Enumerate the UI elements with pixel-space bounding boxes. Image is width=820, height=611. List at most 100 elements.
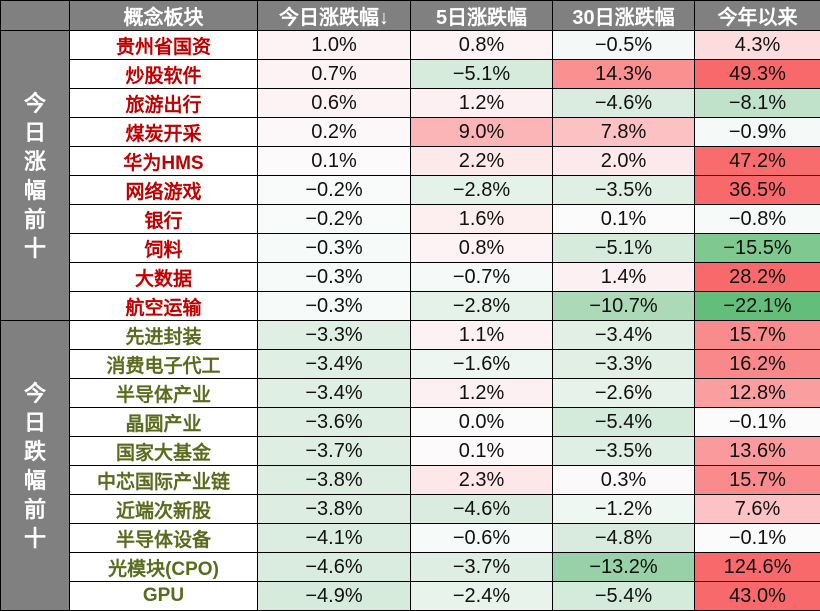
ytd-change-cell: 7.6% bbox=[695, 495, 820, 524]
table-row: 光模块(CPO) −4.6% −3.7% −13.2% 124.6% bbox=[1, 553, 820, 582]
ytd-change-cell: −0.9% bbox=[695, 118, 820, 147]
sector-name[interactable]: 半导体产业 bbox=[70, 379, 258, 408]
today-change-cell: −3.8% bbox=[258, 466, 411, 495]
today-change-cell: −3.3% bbox=[258, 321, 411, 350]
table-row: 大数据 −0.3% −0.7% 1.4% 28.2% bbox=[1, 263, 820, 292]
table-row: 国家大基金 −3.7% 0.1% −3.5% 13.6% bbox=[1, 437, 820, 466]
30d-change-cell: 1.4% bbox=[553, 263, 695, 292]
header-row: 概念板块 今日涨跌幅↓ 5日涨跌幅 30日涨跌幅 今年以来 bbox=[1, 1, 820, 31]
5d-change-cell: −4.6% bbox=[411, 495, 553, 524]
ytd-change-cell: −0.8% bbox=[695, 205, 820, 234]
sector-name[interactable]: 消费电子代工 bbox=[70, 350, 258, 379]
5d-change-cell: 0.1% bbox=[411, 437, 553, 466]
group-label-char: 十 bbox=[1, 524, 69, 553]
5d-change-cell: 1.6% bbox=[411, 205, 553, 234]
30d-change-cell: −3.5% bbox=[553, 176, 695, 205]
today-change-cell: 0.2% bbox=[258, 118, 411, 147]
30d-change-cell: −5.1% bbox=[553, 234, 695, 263]
table-row: 航空运输 −0.3% −2.8% −10.7% −22.1% bbox=[1, 292, 820, 321]
table-row: 网络游戏 −0.2% −2.8% −3.5% 36.5% bbox=[1, 176, 820, 205]
sector-name[interactable]: 先进封装 bbox=[70, 321, 258, 350]
ytd-change-cell: 36.5% bbox=[695, 176, 820, 205]
group-label-char: 日 bbox=[1, 118, 69, 147]
5d-change-cell: 0.8% bbox=[411, 31, 553, 60]
group-label-char: 幅 bbox=[1, 466, 69, 495]
sector-name[interactable]: 华为HMS bbox=[70, 147, 258, 176]
corner-cell bbox=[1, 1, 70, 31]
sector-name[interactable]: 晶圆产业 bbox=[70, 408, 258, 437]
group-label-char: 前 bbox=[1, 205, 69, 234]
ytd-change-cell: −15.5% bbox=[695, 234, 820, 263]
sector-name[interactable]: 近端次新股 bbox=[70, 495, 258, 524]
sector-name[interactable]: 大数据 bbox=[70, 263, 258, 292]
group-label-char: 涨 bbox=[1, 147, 69, 176]
table-row: 今日涨幅前十贵州省国资 1.0% 0.8% −0.5% 4.3% bbox=[1, 31, 820, 60]
table-row: GPU −4.9% −2.4% −5.4% 43.0% bbox=[1, 582, 820, 611]
30d-change-cell: −0.5% bbox=[553, 31, 695, 60]
col-header-ytd[interactable]: 今年以来 bbox=[695, 1, 820, 31]
today-change-cell: 0.1% bbox=[258, 147, 411, 176]
sector-name[interactable]: 光模块(CPO) bbox=[70, 553, 258, 582]
table-row: 今日跌幅前十先进封装 −3.3% 1.1% −3.4% 15.7% bbox=[1, 321, 820, 350]
group-label-char: 十 bbox=[1, 234, 69, 263]
group-label-char: 日 bbox=[1, 408, 69, 437]
5d-change-cell: 0.0% bbox=[411, 408, 553, 437]
5d-change-cell: 1.1% bbox=[411, 321, 553, 350]
table-row: 华为HMS 0.1% 2.2% 2.0% 47.2% bbox=[1, 147, 820, 176]
table-row: 中芯国际产业链 −3.8% 2.3% 0.3% 15.7% bbox=[1, 466, 820, 495]
sector-name[interactable]: 饲料 bbox=[70, 234, 258, 263]
sector-name[interactable]: 炒股软件 bbox=[70, 60, 258, 89]
30d-change-cell: −10.7% bbox=[553, 292, 695, 321]
ytd-change-cell: 43.0% bbox=[695, 582, 820, 611]
table-row: 煤炭开采 0.2% 9.0% 7.8% −0.9% bbox=[1, 118, 820, 147]
30d-change-cell: −1.2% bbox=[553, 495, 695, 524]
5d-change-cell: 2.2% bbox=[411, 147, 553, 176]
col-header-sector[interactable]: 概念板块 bbox=[70, 1, 258, 31]
today-change-cell: −0.2% bbox=[258, 176, 411, 205]
ytd-change-cell: 49.3% bbox=[695, 60, 820, 89]
col-header-30d-change[interactable]: 30日涨跌幅 bbox=[553, 1, 695, 31]
5d-change-cell: −5.1% bbox=[411, 60, 553, 89]
today-change-cell: 0.6% bbox=[258, 89, 411, 118]
5d-change-cell: 9.0% bbox=[411, 118, 553, 147]
sector-name[interactable]: 中芯国际产业链 bbox=[70, 466, 258, 495]
today-change-cell: −0.3% bbox=[258, 234, 411, 263]
sector-name[interactable]: 煤炭开采 bbox=[70, 118, 258, 147]
sector-name[interactable]: 银行 bbox=[70, 205, 258, 234]
sector-name[interactable]: 贵州省国资 bbox=[70, 31, 258, 60]
ytd-change-cell: 124.6% bbox=[695, 553, 820, 582]
sector-name[interactable]: 旅游出行 bbox=[70, 89, 258, 118]
sector-name[interactable]: 半导体设备 bbox=[70, 524, 258, 553]
col-header-5d-change[interactable]: 5日涨跌幅 bbox=[411, 1, 553, 31]
sector-name[interactable]: GPU bbox=[70, 582, 258, 611]
table-row: 半导体产业 −3.4% 1.2% −2.6% 12.8% bbox=[1, 379, 820, 408]
30d-change-cell: −4.8% bbox=[553, 524, 695, 553]
table-row: 银行 −0.2% 1.6% 0.1% −0.8% bbox=[1, 205, 820, 234]
30d-change-cell: 2.0% bbox=[553, 147, 695, 176]
30d-change-cell: −4.6% bbox=[553, 89, 695, 118]
today-change-cell: −3.8% bbox=[258, 495, 411, 524]
5d-change-cell: −3.7% bbox=[411, 553, 553, 582]
group-label-char: 今 bbox=[1, 379, 69, 408]
ytd-change-cell: −8.1% bbox=[695, 89, 820, 118]
30d-change-cell: −3.3% bbox=[553, 350, 695, 379]
sector-name[interactable]: 航空运输 bbox=[70, 292, 258, 321]
col-header-today-change[interactable]: 今日涨跌幅↓ bbox=[258, 1, 411, 31]
sector-name[interactable]: 网络游戏 bbox=[70, 176, 258, 205]
today-change-cell: 0.7% bbox=[258, 60, 411, 89]
today-change-cell: −3.6% bbox=[258, 408, 411, 437]
sector-name[interactable]: 国家大基金 bbox=[70, 437, 258, 466]
ytd-change-cell: 16.2% bbox=[695, 350, 820, 379]
today-change-cell: −3.4% bbox=[258, 379, 411, 408]
today-change-cell: −4.1% bbox=[258, 524, 411, 553]
5d-change-cell: −2.8% bbox=[411, 292, 553, 321]
today-change-cell: −4.6% bbox=[258, 553, 411, 582]
ytd-change-cell: 28.2% bbox=[695, 263, 820, 292]
table-row: 消费电子代工 −3.4% −1.6% −3.3% 16.2% bbox=[1, 350, 820, 379]
30d-change-cell: −3.4% bbox=[553, 321, 695, 350]
table-row: 近端次新股 −3.8% −4.6% −1.2% 7.6% bbox=[1, 495, 820, 524]
table-row: 半导体设备 −4.1% −0.6% −4.8% −0.1% bbox=[1, 524, 820, 553]
5d-change-cell: 2.3% bbox=[411, 466, 553, 495]
5d-change-cell: −1.6% bbox=[411, 350, 553, 379]
table-row: 旅游出行 0.6% 1.2% −4.6% −8.1% bbox=[1, 89, 820, 118]
